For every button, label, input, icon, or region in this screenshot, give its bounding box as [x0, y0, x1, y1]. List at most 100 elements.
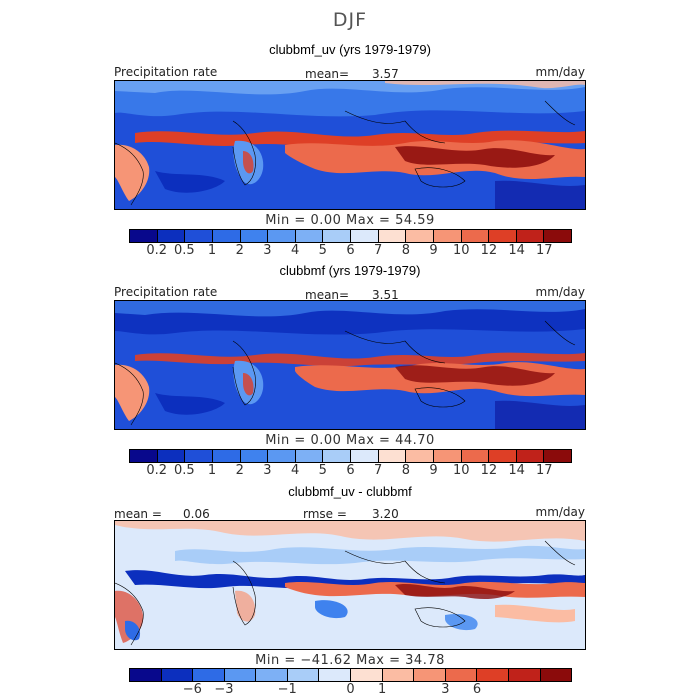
panel2-colorbar-tick-label: 7 [374, 463, 383, 478]
panel1-colorbar-swatch [295, 230, 324, 242]
panel3-colorbar-tick-label: 0 [346, 682, 355, 697]
panel3-coast-na [544, 540, 576, 566]
panel2-coast-sa [115, 362, 144, 426]
panel1-africa-rain [243, 151, 254, 174]
panel3-colorbar-swatch [224, 669, 257, 681]
panel3-colorbar-swatch [445, 669, 478, 681]
panel2-colorbar-swatch [268, 450, 296, 462]
panel2-colorbar-swatch [544, 450, 571, 462]
panel1-colorbar-swatch [351, 230, 379, 242]
panel3-mean-label: mean = [114, 507, 162, 521]
panel3-coast-sa [115, 582, 144, 646]
panel1-colorbar-swatch [433, 230, 462, 242]
panel3-colorbar-swatch [161, 669, 194, 681]
panel2-units: mm/day [535, 285, 586, 299]
panel2-colorbar-swatch [157, 450, 186, 462]
panel2-coast-australia [414, 387, 466, 408]
panel2-colorbar-swatch [351, 450, 379, 462]
panel3-north-cool [175, 545, 585, 565]
panel2-colorbar-swatch [433, 450, 462, 462]
panel2-colorbar-tick-label: 1 [207, 463, 217, 478]
panel3-colorbar [129, 668, 572, 682]
panel1-colorbar-ticks: 0.2 0.5 1 2 3 4 5 6 7 8 9 10 12 14 17 [129, 243, 572, 259]
panel1-colorbar-swatch [544, 230, 571, 242]
panel2-colorbar-tick-label: 8 [401, 463, 411, 478]
panel1-colorbar-tick-label: 10 [452, 243, 470, 258]
panel3-colorbar-tick-label: −1 [277, 682, 297, 697]
panel1-colorbar-tick-label: 8 [401, 243, 411, 258]
panel2-warm-pool-core [395, 365, 555, 386]
panel1-dry-atlantic [155, 171, 225, 193]
panel3-mean-value: 0.06 [183, 507, 210, 521]
panel2-max-label: Max = [346, 433, 391, 448]
panel1-colorbar-swatch [240, 230, 269, 242]
panel2-dry-patch [495, 400, 585, 429]
panel3-coast-australia [414, 607, 466, 628]
panel3-colorbar-swatch [130, 669, 162, 681]
panel3-rmse-label: rmse = [303, 507, 347, 521]
panel3-colorbar-swatch [287, 669, 320, 681]
panel1-colorbar-swatch [185, 230, 213, 242]
panel1-dry-patch [495, 180, 585, 209]
panel3-colorbar-swatch [193, 669, 225, 681]
panel1-minmax: Min = 0.00 Max = 54.59 [0, 213, 700, 228]
panel3-north-warm [115, 521, 585, 542]
panel2-map [114, 300, 586, 430]
panel1-colorbar-swatch [516, 230, 545, 242]
panel3-colorbar-swatch [477, 669, 509, 681]
panel1-mean-value: 3.57 [372, 67, 399, 81]
panel2-min-label: Min = [265, 433, 306, 448]
panel2-colorbar-ticks: 0.2 0.5 1 2 3 4 5 6 7 8 9 10 12 14 17 [129, 463, 572, 479]
panel2-colorbar-swatch [516, 450, 545, 462]
panel1-north-warm [385, 81, 585, 89]
panel1-colorbar-tick-label: 2 [235, 243, 244, 258]
panel1-colorbar-swatch [489, 230, 517, 242]
panel3-colorbar-swatch [256, 669, 288, 681]
panel2-colorbar-tick-label: 2 [235, 463, 244, 478]
panel1-colorbar-swatch [323, 230, 351, 242]
panel3-map [114, 520, 586, 650]
panel1-coast-africa [232, 120, 256, 186]
panel1-colorbar-tick-label: 5 [318, 243, 327, 258]
panel2-colorbar-tick-label: 3 [263, 463, 272, 478]
panel3-colorbar-tick-label: −3 [214, 682, 234, 697]
panel1-colorbar-tick-label: 12 [480, 243, 498, 258]
panel3-africa-pos [235, 590, 256, 622]
panel3-colorbar-swatch [351, 669, 383, 681]
panel2-colorbar-tick-label: 4 [290, 463, 300, 478]
panel3-colorbar-swatch [319, 669, 352, 681]
panel1-coast-australia [414, 167, 466, 188]
panel3-rmse-value: 3.20 [372, 507, 399, 521]
panel1-colorbar-tick-label: 6 [346, 243, 355, 258]
panel2-coast-asia [344, 330, 446, 364]
panel2-colorbar-swatch [130, 450, 158, 462]
panel1-min-value: 0.00 [310, 213, 342, 228]
panel2-subtitle: clubbmf (yrs 1979-1979) [279, 263, 421, 278]
panel2-colorbar-tick-label: 0.2 [146, 463, 168, 478]
panel3-map-svg [115, 521, 585, 649]
panel1-colorbar-swatch [130, 230, 158, 242]
panel2-max-value: 44.70 [395, 433, 435, 448]
panel2-dry-atlantic [155, 393, 225, 415]
panel3-subtitle: clubbmf_uv - clubbmf [288, 484, 412, 499]
panel3-coast-africa [232, 560, 256, 626]
panel2-colorbar-swatch [295, 450, 324, 462]
panel1-colorbar [129, 229, 572, 243]
panel1-colorbar-swatch [378, 230, 407, 242]
panel1-max-value: 54.59 [395, 213, 435, 228]
panel2-colorbar-tick-label: 12 [480, 463, 498, 478]
panel3-units: mm/day [535, 505, 586, 519]
panel1-colorbar-swatch [268, 230, 296, 242]
panel1-north-light [115, 81, 585, 95]
panel1-subtitle: clubbmf_uv (yrs 1979-1979) [269, 42, 431, 57]
panel1-colorbar-swatch [406, 230, 434, 242]
panel1-colorbar-tick-label: 1 [207, 243, 217, 258]
panel3-colorbar-swatch [508, 669, 541, 681]
panel2-colorbar-tick-label: 6 [346, 463, 355, 478]
panel2-mean-value: 3.51 [372, 288, 399, 302]
panel2-coast-africa [232, 340, 256, 406]
panel1-colorbar-tick-label: 14 [508, 243, 525, 258]
panel1-max-label: Max = [346, 213, 391, 228]
panel1-mean-label: mean= [305, 67, 350, 81]
panel2-min-value: 0.00 [310, 433, 342, 448]
